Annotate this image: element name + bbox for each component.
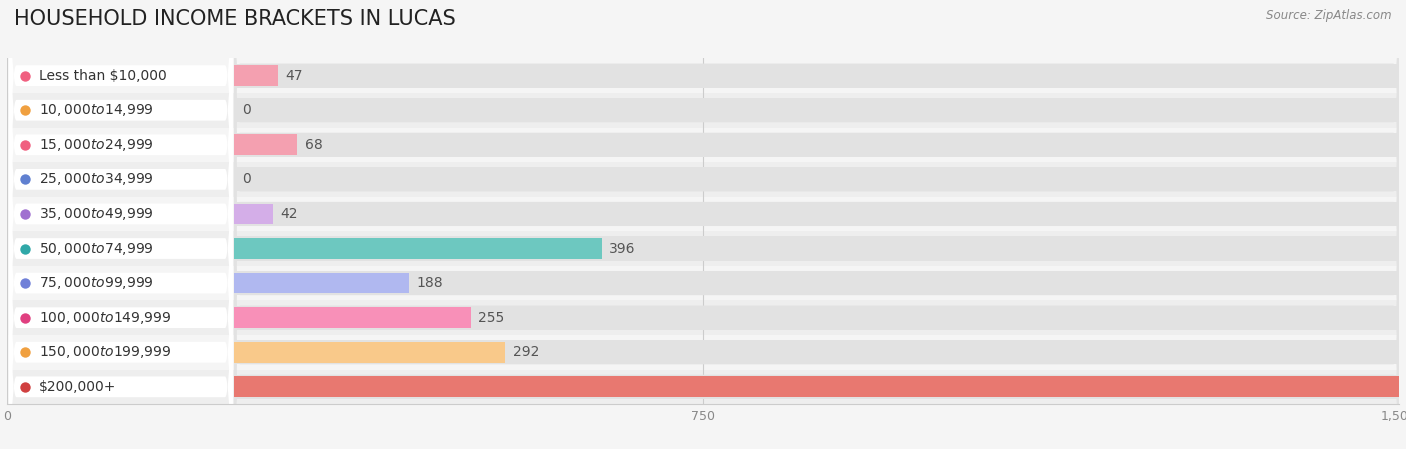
Bar bbox=[235, 238, 602, 259]
Bar bbox=[235, 134, 298, 155]
Bar bbox=[7, 231, 1399, 266]
Bar bbox=[235, 237, 1399, 260]
FancyBboxPatch shape bbox=[8, 17, 232, 449]
FancyBboxPatch shape bbox=[235, 53, 1399, 444]
Bar bbox=[7, 335, 1399, 370]
Bar bbox=[235, 306, 1399, 330]
Text: 42: 42 bbox=[281, 207, 298, 221]
FancyBboxPatch shape bbox=[235, 157, 1399, 449]
Text: $10,000 to $14,999: $10,000 to $14,999 bbox=[39, 102, 153, 118]
FancyBboxPatch shape bbox=[8, 0, 232, 411]
Bar bbox=[235, 271, 1399, 295]
FancyBboxPatch shape bbox=[8, 0, 232, 376]
Text: 292: 292 bbox=[513, 345, 538, 359]
FancyBboxPatch shape bbox=[8, 0, 232, 449]
Bar bbox=[235, 307, 471, 328]
Bar bbox=[235, 273, 409, 294]
Bar bbox=[7, 197, 1399, 231]
Text: $25,000 to $34,999: $25,000 to $34,999 bbox=[39, 172, 153, 187]
Text: 68: 68 bbox=[305, 138, 322, 152]
FancyBboxPatch shape bbox=[8, 121, 232, 449]
Bar bbox=[235, 376, 1406, 397]
FancyBboxPatch shape bbox=[235, 191, 1399, 449]
FancyBboxPatch shape bbox=[235, 88, 1399, 449]
Bar bbox=[235, 133, 1399, 157]
Bar bbox=[7, 300, 1399, 335]
Bar bbox=[235, 376, 1406, 397]
Text: $100,000 to $149,999: $100,000 to $149,999 bbox=[39, 310, 172, 326]
Bar bbox=[235, 340, 1399, 364]
Bar bbox=[235, 203, 273, 224]
FancyBboxPatch shape bbox=[235, 0, 1399, 271]
Text: HOUSEHOLD INCOME BRACKETS IN LUCAS: HOUSEHOLD INCOME BRACKETS IN LUCAS bbox=[14, 9, 456, 29]
Text: $150,000 to $199,999: $150,000 to $199,999 bbox=[39, 344, 172, 360]
FancyBboxPatch shape bbox=[235, 18, 1399, 409]
Text: $15,000 to $24,999: $15,000 to $24,999 bbox=[39, 137, 153, 153]
Text: $50,000 to $74,999: $50,000 to $74,999 bbox=[39, 241, 153, 256]
Bar bbox=[235, 307, 471, 328]
Bar bbox=[235, 375, 1399, 399]
Text: $35,000 to $49,999: $35,000 to $49,999 bbox=[39, 206, 153, 222]
Bar bbox=[235, 65, 278, 86]
Bar bbox=[235, 203, 273, 224]
Text: $75,000 to $99,999: $75,000 to $99,999 bbox=[39, 275, 153, 291]
Bar bbox=[235, 98, 1399, 122]
Text: 0: 0 bbox=[242, 103, 250, 117]
Bar bbox=[235, 202, 1399, 226]
FancyBboxPatch shape bbox=[235, 0, 1399, 340]
Text: 255: 255 bbox=[478, 311, 505, 325]
Text: 396: 396 bbox=[609, 242, 636, 255]
Bar bbox=[235, 64, 1399, 88]
Bar bbox=[235, 273, 409, 294]
Bar bbox=[235, 238, 602, 259]
Text: Source: ZipAtlas.com: Source: ZipAtlas.com bbox=[1267, 9, 1392, 22]
FancyBboxPatch shape bbox=[235, 0, 1399, 375]
Bar bbox=[7, 58, 1399, 93]
Text: 47: 47 bbox=[285, 69, 302, 83]
Bar bbox=[235, 134, 298, 155]
Bar bbox=[7, 162, 1399, 197]
Bar bbox=[235, 342, 505, 363]
FancyBboxPatch shape bbox=[8, 0, 232, 445]
Bar bbox=[235, 65, 278, 86]
Text: $200,000+: $200,000+ bbox=[39, 380, 117, 394]
Bar bbox=[235, 167, 1399, 191]
Text: 0: 0 bbox=[242, 172, 250, 186]
FancyBboxPatch shape bbox=[235, 0, 1399, 306]
FancyBboxPatch shape bbox=[8, 0, 232, 342]
FancyBboxPatch shape bbox=[235, 122, 1399, 449]
Bar bbox=[7, 93, 1399, 128]
Bar bbox=[235, 342, 505, 363]
FancyBboxPatch shape bbox=[8, 0, 232, 449]
Bar bbox=[7, 128, 1399, 162]
FancyBboxPatch shape bbox=[8, 86, 232, 449]
Text: Less than $10,000: Less than $10,000 bbox=[39, 69, 166, 83]
Bar bbox=[7, 266, 1399, 300]
FancyBboxPatch shape bbox=[8, 52, 232, 449]
Bar bbox=[7, 370, 1399, 404]
Text: 188: 188 bbox=[416, 276, 443, 290]
